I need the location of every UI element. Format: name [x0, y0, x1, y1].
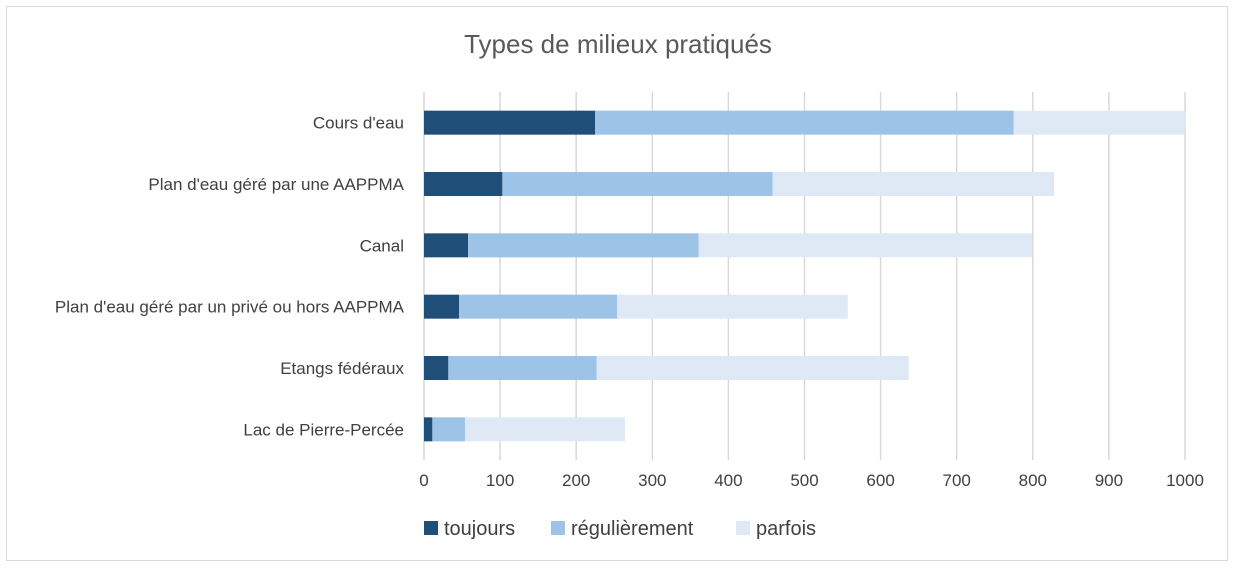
- x-tick-label: 300: [638, 471, 666, 490]
- x-tick-label: 700: [943, 471, 971, 490]
- bar-segment: [595, 110, 1014, 135]
- gridlines: [423, 92, 1186, 460]
- legend-swatch: [424, 521, 438, 535]
- bar-segment: [465, 417, 625, 442]
- bar-segment: [468, 233, 699, 258]
- category-label: Plan d'eau géré par une AAPPMA: [148, 175, 404, 194]
- bars: [424, 110, 1185, 442]
- legend: toujours régulièrement parfois: [424, 518, 816, 540]
- chart-title: Types de milieux pratiqués: [464, 29, 772, 59]
- bar-segment: [424, 417, 433, 442]
- bar-segment: [424, 233, 469, 258]
- category-label: Etangs fédéraux: [280, 359, 404, 378]
- x-tick-label: 500: [790, 471, 818, 490]
- bar-segment: [424, 356, 449, 380]
- legend-swatch: [736, 521, 750, 535]
- bar-segment: [432, 417, 466, 442]
- x-axis-tick-labels: 0 100 200 300 400 500 600 700 800 900 1000: [419, 471, 1204, 490]
- x-tick-label: 800: [1019, 471, 1047, 490]
- legend-label: parfois: [756, 518, 816, 540]
- legend-label: régulièrement: [571, 518, 694, 540]
- x-tick-label: 600: [866, 471, 894, 490]
- category-label: Canal: [360, 236, 404, 255]
- legend-label: toujours: [444, 518, 515, 540]
- x-tick-label: 1000: [1166, 471, 1204, 490]
- bar-segment: [1013, 110, 1185, 135]
- bar-segment: [617, 294, 848, 319]
- bar-segment: [596, 356, 909, 380]
- bar-segment: [424, 172, 503, 196]
- bar-segment: [459, 294, 618, 319]
- bar-segment: [502, 172, 773, 196]
- bar-segment: [424, 294, 460, 319]
- category-labels: Cours d'eau Plan d'eau géré par une AAPPM…: [55, 114, 405, 440]
- x-tick-label: 200: [562, 471, 590, 490]
- category-label: Lac de Pierre-Percée: [243, 420, 404, 439]
- x-tick-label: 0: [419, 471, 428, 490]
- category-label: Cours d'eau: [313, 114, 404, 133]
- x-tick-label: 100: [486, 471, 514, 490]
- legend-swatch: [551, 521, 565, 535]
- bar-segment: [698, 233, 1033, 258]
- bar-segment: [448, 356, 597, 380]
- x-tick-label: 900: [1095, 471, 1123, 490]
- x-tick-label: 400: [714, 471, 742, 490]
- chart-frame: [6, 6, 1228, 561]
- category-label: Plan d'eau géré par un privé ou hors AAP…: [55, 298, 405, 317]
- bar-segment: [424, 110, 596, 135]
- bar-segment: [772, 172, 1055, 196]
